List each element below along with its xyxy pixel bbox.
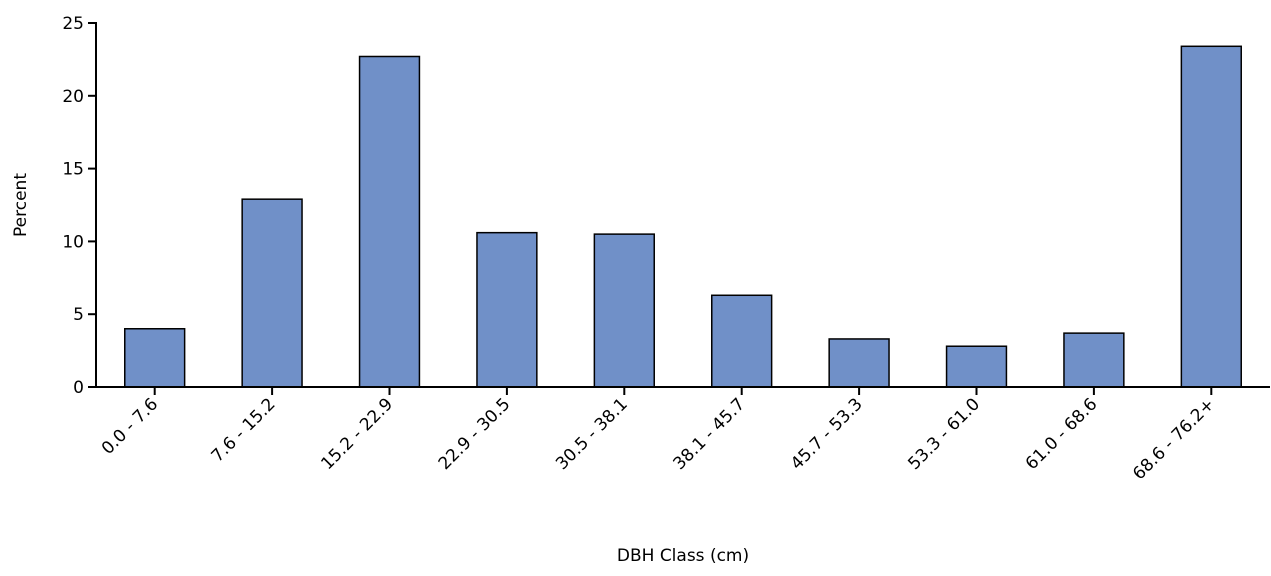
x-tick-label: 0.0 - 7.6 [98, 394, 162, 458]
y-tick-label: 20 [62, 87, 84, 107]
bar [358, 55, 421, 388]
bar [124, 328, 186, 388]
x-axis-title: DBH Class (cm) [617, 546, 749, 566]
bar [476, 231, 538, 388]
bar [241, 198, 303, 388]
x-tick-label: 30.5 - 38.1 [552, 394, 632, 474]
y-tick-label: 0 [73, 378, 84, 398]
bar [828, 338, 890, 388]
x-tick-label: 68.6 - 76.2+ [1129, 394, 1219, 484]
x-tick-label: 45.7 - 53.3 [787, 394, 867, 474]
x-tick-label: 61.0 - 68.6 [1022, 394, 1102, 474]
y-tick-label: 10 [62, 232, 84, 252]
y-axis-ticks: 0 5 10 15 20 25 [62, 14, 96, 398]
bar [593, 233, 655, 388]
x-tick-label: 22.9 - 30.5 [435, 394, 515, 474]
bars [124, 45, 1242, 388]
y-tick-label: 25 [62, 14, 84, 34]
bar [1180, 45, 1242, 388]
bar [945, 345, 1008, 388]
y-tick-label: 5 [73, 305, 84, 325]
y-tick-label: 15 [62, 160, 84, 180]
x-tick-label: 15.2 - 22.9 [317, 394, 397, 474]
x-axis-ticks: 0.0 - 7.6 7.6 - 15.2 15.2 - 22.9 22.9 - 30.… [98, 387, 1219, 484]
bar [711, 294, 773, 388]
y-axis-title: Percent [11, 173, 31, 237]
x-tick-label: 7.6 - 15.2 [208, 394, 280, 466]
x-tick-label: 53.3 - 61.0 [904, 394, 984, 474]
x-tick-label: 38.1 - 45.7 [670, 394, 750, 474]
bar [1063, 332, 1125, 388]
